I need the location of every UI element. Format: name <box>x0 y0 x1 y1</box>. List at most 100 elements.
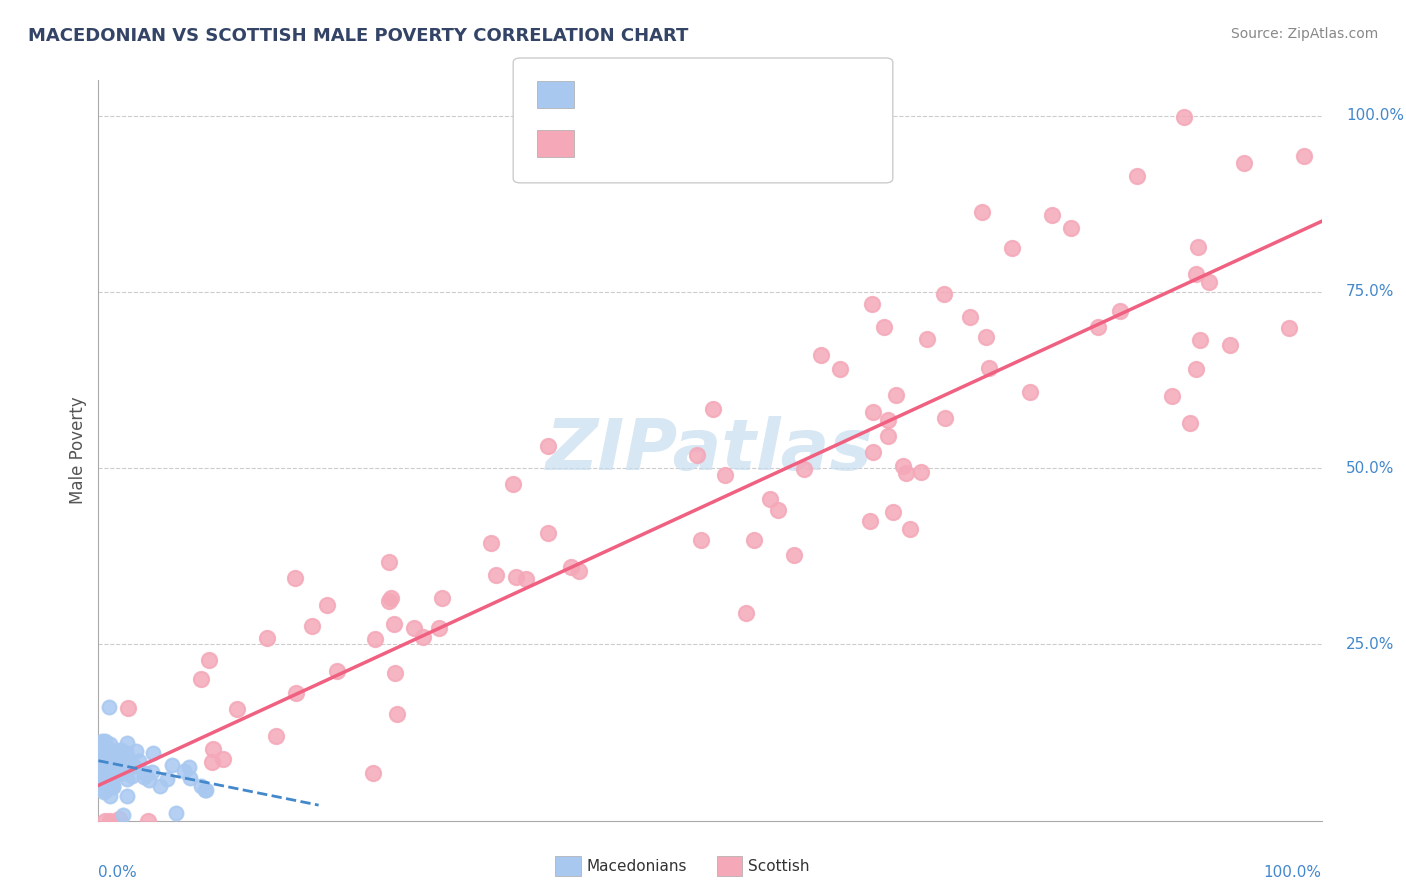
Text: Macedonians: Macedonians <box>586 859 686 873</box>
Point <box>427 621 450 635</box>
Point <box>384 665 406 680</box>
Point <box>97 771 120 785</box>
Point <box>149 779 172 793</box>
Point <box>264 729 287 743</box>
Point <box>301 618 323 632</box>
Point <box>862 445 884 459</box>
Point <box>98 699 121 714</box>
Point <box>894 467 917 481</box>
Point <box>115 772 138 786</box>
Point <box>326 664 349 678</box>
Point <box>100 789 122 803</box>
Point <box>115 758 138 772</box>
Point <box>132 770 155 784</box>
Point <box>910 465 932 479</box>
Text: -0.318: -0.318 <box>626 85 685 103</box>
Point <box>87 760 110 774</box>
Point <box>1185 267 1208 281</box>
Point <box>377 555 399 569</box>
Point <box>97 776 120 790</box>
Text: R =: R = <box>583 85 620 103</box>
Point <box>142 746 165 760</box>
Point <box>94 783 117 797</box>
Point <box>1173 110 1195 124</box>
Point <box>830 362 852 376</box>
Point <box>1233 156 1256 170</box>
Point <box>194 782 217 797</box>
Point <box>884 388 907 402</box>
Point <box>98 814 121 828</box>
Point <box>1019 384 1042 399</box>
Point <box>898 522 921 536</box>
Point <box>364 632 387 647</box>
Point <box>89 761 111 775</box>
Text: N =: N = <box>714 85 751 103</box>
Point <box>378 594 401 608</box>
Point <box>1294 149 1316 163</box>
Point <box>873 320 896 334</box>
Point <box>766 503 789 517</box>
Point <box>173 764 195 778</box>
Text: MACEDONIAN VS SCOTTISH MALE POVERTY CORRELATION CHART: MACEDONIAN VS SCOTTISH MALE POVERTY CORR… <box>28 27 689 45</box>
Point <box>979 361 1001 376</box>
Text: R =: R = <box>583 134 620 152</box>
Point <box>361 765 384 780</box>
Point <box>285 686 308 700</box>
Point <box>1059 221 1081 235</box>
Point <box>194 783 217 797</box>
Point <box>115 746 138 760</box>
Point <box>90 774 112 789</box>
Point <box>862 405 884 419</box>
Text: Source: ZipAtlas.com: Source: ZipAtlas.com <box>1230 27 1378 41</box>
Point <box>110 763 132 777</box>
Text: 100.0%: 100.0% <box>1346 108 1405 123</box>
Point <box>141 764 163 779</box>
Point <box>782 548 804 562</box>
Point <box>201 742 224 756</box>
Point <box>882 506 904 520</box>
Text: 90: 90 <box>756 134 779 152</box>
Point <box>485 568 508 582</box>
Point <box>122 759 145 773</box>
Point <box>98 750 121 764</box>
Point <box>758 492 780 507</box>
Point <box>515 572 537 586</box>
Point <box>110 742 132 756</box>
Point <box>315 598 337 612</box>
Point <box>105 755 128 769</box>
Point <box>1218 338 1240 352</box>
Point <box>121 769 143 783</box>
Point <box>128 754 150 768</box>
Point <box>111 808 134 822</box>
Point <box>1087 320 1109 334</box>
Point <box>959 310 981 324</box>
Point <box>380 591 402 605</box>
Point <box>412 630 434 644</box>
Point <box>134 766 156 780</box>
Point <box>1178 416 1201 430</box>
Point <box>934 410 956 425</box>
Point <box>117 736 139 750</box>
Point <box>382 616 405 631</box>
Point <box>89 763 111 777</box>
Point <box>385 706 408 721</box>
Point <box>1278 321 1301 335</box>
Point <box>110 766 132 780</box>
Point <box>179 771 201 785</box>
Text: 75.0%: 75.0% <box>1346 285 1395 300</box>
Point <box>1188 334 1211 348</box>
Point <box>1126 169 1149 184</box>
Point <box>714 468 737 483</box>
Point <box>138 773 160 788</box>
Point <box>568 564 591 578</box>
Point <box>97 764 120 778</box>
Point <box>1000 241 1022 255</box>
Point <box>98 737 121 751</box>
Point <box>689 533 711 548</box>
Text: 25.0%: 25.0% <box>1346 637 1395 652</box>
Point <box>686 448 709 462</box>
Point <box>537 526 560 541</box>
Point <box>256 631 278 645</box>
Point <box>537 439 560 453</box>
Point <box>93 752 115 766</box>
